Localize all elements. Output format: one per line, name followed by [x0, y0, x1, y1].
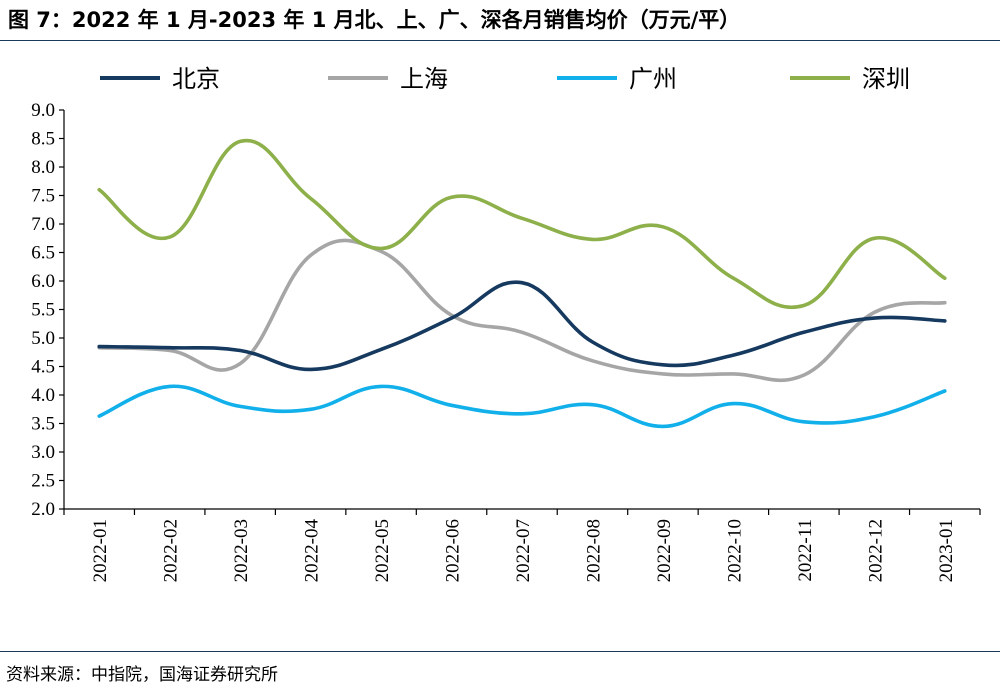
x-tick-label: 2022-10 — [724, 519, 745, 582]
source-note: 资料来源：中指院，国海证券研究所 — [6, 665, 278, 685]
x-tick-label: 2022-03 — [231, 519, 252, 582]
axes: 9.0 8.5 8.0 7.5 7.0 6.5 6.0 5.5 5.0 4.5 4.0 3.5 3.0 2… — [31, 100, 981, 583]
y-tick-label: 9.0 — [31, 100, 55, 121]
series-line-3 — [97, 138, 947, 310]
y-tick-label: 4.0 — [31, 385, 55, 406]
y-tick-label: 5.0 — [31, 328, 55, 349]
series-line-0 — [97, 280, 947, 372]
series-line-1 — [97, 238, 947, 383]
y-tick-label: 7.0 — [31, 214, 55, 235]
y-tick-label: 2.5 — [31, 471, 55, 492]
x-tick-label: 2022-08 — [583, 519, 604, 582]
x-tick-label: 2022-09 — [654, 519, 675, 582]
x-tick-label: 2022-07 — [513, 519, 534, 582]
legend-label: 上海 — [400, 65, 448, 93]
y-tick-label: 4.5 — [31, 357, 55, 378]
y-tick-label: 7.5 — [31, 186, 55, 207]
y-tick-label: 2.0 — [31, 499, 55, 520]
series-line-2 — [97, 384, 947, 429]
x-tick-label: 2022-02 — [161, 519, 182, 582]
title-divider — [0, 40, 1000, 41]
x-tick-label: 2022-04 — [302, 519, 323, 583]
x-tick-label: 2022-01 — [90, 519, 111, 582]
y-tick-label: 8.0 — [31, 157, 55, 178]
x-tick-label: 2023-01 — [936, 519, 957, 582]
legend-label: 深圳 — [862, 65, 910, 93]
line-chart: 北京 上海 广州 深圳 9.0 8.5 8.0 7.5 7.0 6.5 6.0 5.5 5.0 4.5 4… — [31, 65, 981, 583]
y-tick-label: 6.5 — [31, 243, 55, 264]
legend-label: 广州 — [629, 65, 677, 93]
series-lines — [97, 138, 947, 429]
chart-title: 图 7：2022 年 1 月-2023 年 1 月北、上、广、深各月销售均价（万… — [8, 8, 741, 32]
source-divider — [0, 651, 1000, 652]
legend: 北京 上海 广州 深圳 — [100, 65, 910, 93]
x-tick-label: 2022-06 — [443, 519, 464, 582]
y-tick-label: 8.5 — [31, 129, 55, 150]
y-tick-label: 5.5 — [31, 300, 55, 321]
x-tick-label: 2022-11 — [795, 519, 816, 582]
y-tick-label: 6.0 — [31, 271, 55, 292]
x-tick-label: 2022-12 — [865, 519, 886, 582]
x-tick-label: 2022-05 — [372, 519, 393, 582]
y-tick-label: 3.0 — [31, 442, 55, 463]
legend-label: 北京 — [172, 65, 220, 93]
y-tick-label: 3.5 — [31, 414, 55, 435]
